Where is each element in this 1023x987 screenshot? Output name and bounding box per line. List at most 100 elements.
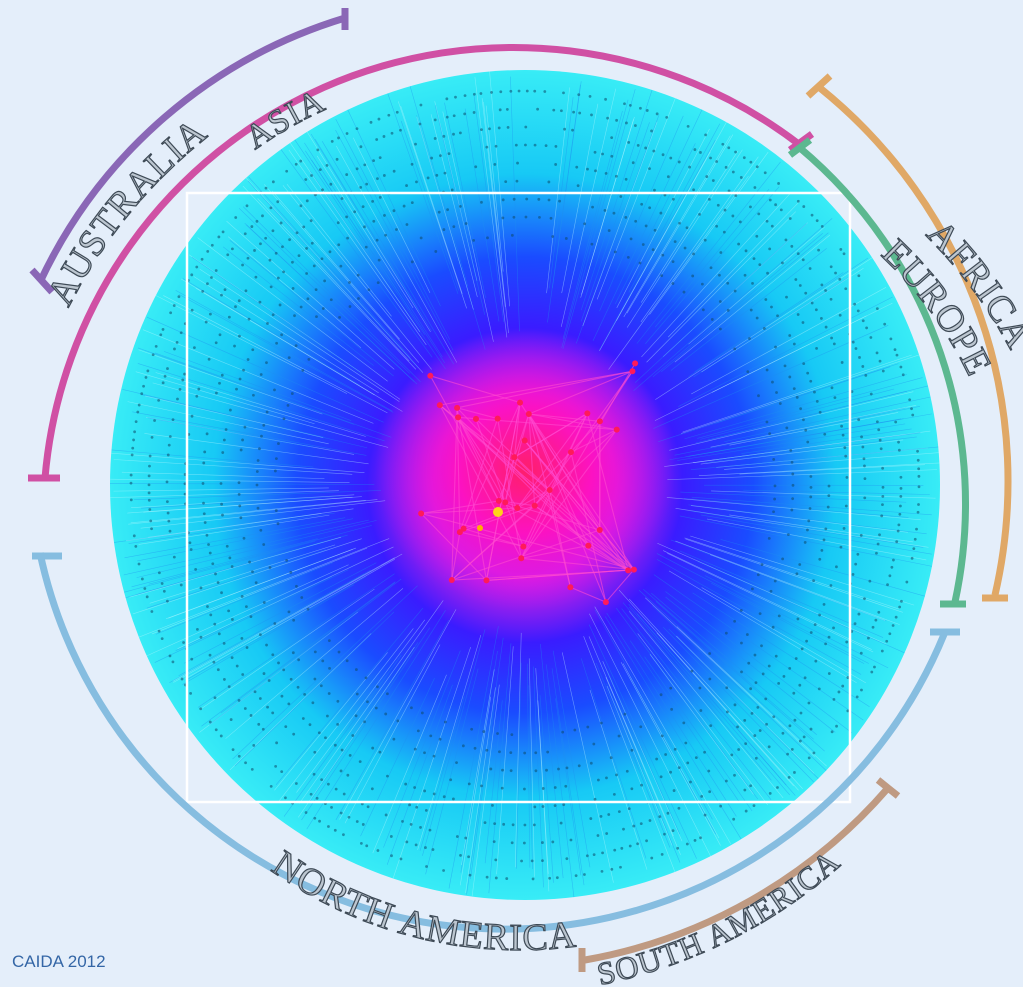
core-edge [521,557,634,571]
core-node [460,525,467,532]
edge-ray [705,436,917,464]
network-node [897,523,901,527]
edge-ray [172,557,395,682]
edge-ray [132,411,367,456]
network-node [375,138,379,141]
network-node [683,246,687,250]
network-node [336,699,340,703]
network-node [689,780,692,784]
network-node [888,574,892,578]
network-node [710,318,714,321]
network-node [895,353,899,357]
network-node [202,501,205,505]
network-node [704,133,708,137]
network-node [252,744,256,747]
network-node [210,276,213,279]
network-node [726,308,730,312]
network-node [363,225,366,229]
network-node [140,392,144,396]
edge-ray [168,549,353,619]
network-node [408,803,412,807]
core-edge [528,413,635,570]
network-node [820,283,824,287]
core-edge [439,370,633,406]
network-node [665,115,669,119]
network-node [655,757,659,761]
core-node [632,360,639,367]
network-node [613,848,617,852]
network-node [251,570,254,574]
network-node [480,784,483,788]
network-node [788,375,792,379]
network-node [875,351,879,355]
network-node [805,639,808,643]
edge-ray [629,676,717,835]
network-node [294,162,298,166]
edge-ray [372,674,447,854]
core-edge [586,413,629,571]
network-node [737,748,741,751]
network-node [299,305,303,309]
network-node [682,721,686,725]
network-node [297,658,301,662]
region-brackets [28,8,1012,972]
core-edge [516,413,588,509]
network-node [610,867,614,871]
network-node [220,502,224,506]
network-node [276,200,280,204]
network-node [501,768,504,772]
network-node [157,629,161,633]
network-node [801,258,805,262]
edge-ray [142,329,374,424]
network-node [673,240,677,243]
network-node [700,794,704,798]
network-node [354,668,358,671]
network-node [231,748,235,751]
network-node [765,368,769,372]
network-node [641,243,645,246]
network-node [257,722,261,726]
network-node [660,734,664,738]
network-node [296,685,300,689]
edge-ray [575,114,660,344]
edge-ray [667,469,938,480]
network-node [815,346,818,350]
edge-ray [676,635,815,774]
edge-ray [314,138,432,332]
edge-ray [628,123,721,293]
core-node [418,510,425,517]
network-node [740,641,743,645]
network-node [345,215,349,219]
network-node [834,271,837,275]
edge-ray [488,643,512,894]
network-node [804,291,808,295]
network-node [803,541,807,544]
network-node [190,414,194,418]
network-node [842,252,846,256]
network-node [905,580,909,584]
network-node [820,317,823,320]
network-node [760,644,763,648]
network-node [627,140,631,144]
network-node [333,743,337,747]
network-node [586,725,590,729]
network-node [243,425,247,429]
edge-ray [220,582,396,714]
network-node [786,752,789,756]
network-node [898,512,902,516]
network-node [302,225,306,229]
network-node [593,797,597,801]
network-node [626,255,630,259]
network-node [861,365,865,368]
network-node [449,778,453,782]
network-node [826,505,830,509]
edge-ray [473,94,504,322]
network-node [661,253,665,257]
edge-ray [662,626,814,783]
network-node [501,216,505,220]
credit-label: CAIDA 2012 [12,952,106,971]
network-node [217,235,221,239]
network-node [197,387,201,391]
network-node [551,840,555,844]
core-edge [459,531,524,547]
